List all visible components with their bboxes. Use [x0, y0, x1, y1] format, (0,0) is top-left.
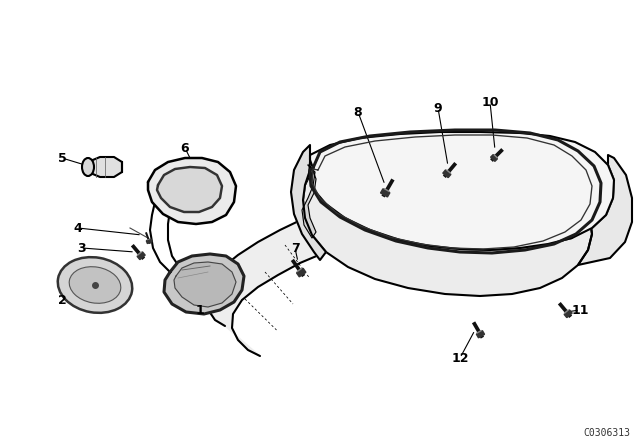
Polygon shape [147, 239, 152, 244]
Polygon shape [157, 167, 222, 212]
Ellipse shape [69, 267, 121, 303]
Text: 4: 4 [74, 221, 83, 234]
Text: 8: 8 [354, 105, 362, 119]
Polygon shape [443, 170, 451, 177]
Polygon shape [476, 331, 484, 338]
Ellipse shape [58, 257, 132, 313]
Text: 12: 12 [451, 352, 468, 365]
Text: 2: 2 [58, 293, 67, 306]
Polygon shape [303, 175, 592, 296]
Text: 11: 11 [572, 303, 589, 316]
Polygon shape [296, 268, 306, 277]
Polygon shape [381, 189, 390, 197]
Polygon shape [302, 165, 316, 238]
Text: 9: 9 [434, 102, 442, 115]
Text: 6: 6 [180, 142, 189, 155]
Ellipse shape [82, 158, 94, 176]
Text: 5: 5 [58, 151, 67, 164]
Polygon shape [174, 262, 236, 307]
Polygon shape [291, 145, 326, 260]
Polygon shape [564, 310, 572, 318]
Polygon shape [148, 158, 236, 224]
Polygon shape [137, 252, 145, 259]
Text: C0306313: C0306313 [583, 428, 630, 438]
Polygon shape [491, 155, 497, 161]
Polygon shape [88, 157, 122, 177]
Text: 1: 1 [196, 303, 204, 316]
Text: 7: 7 [291, 241, 300, 254]
Text: 10: 10 [481, 95, 499, 108]
Polygon shape [309, 132, 614, 250]
Polygon shape [578, 155, 632, 265]
Polygon shape [205, 218, 326, 356]
Text: 3: 3 [77, 241, 86, 254]
Polygon shape [164, 254, 244, 314]
